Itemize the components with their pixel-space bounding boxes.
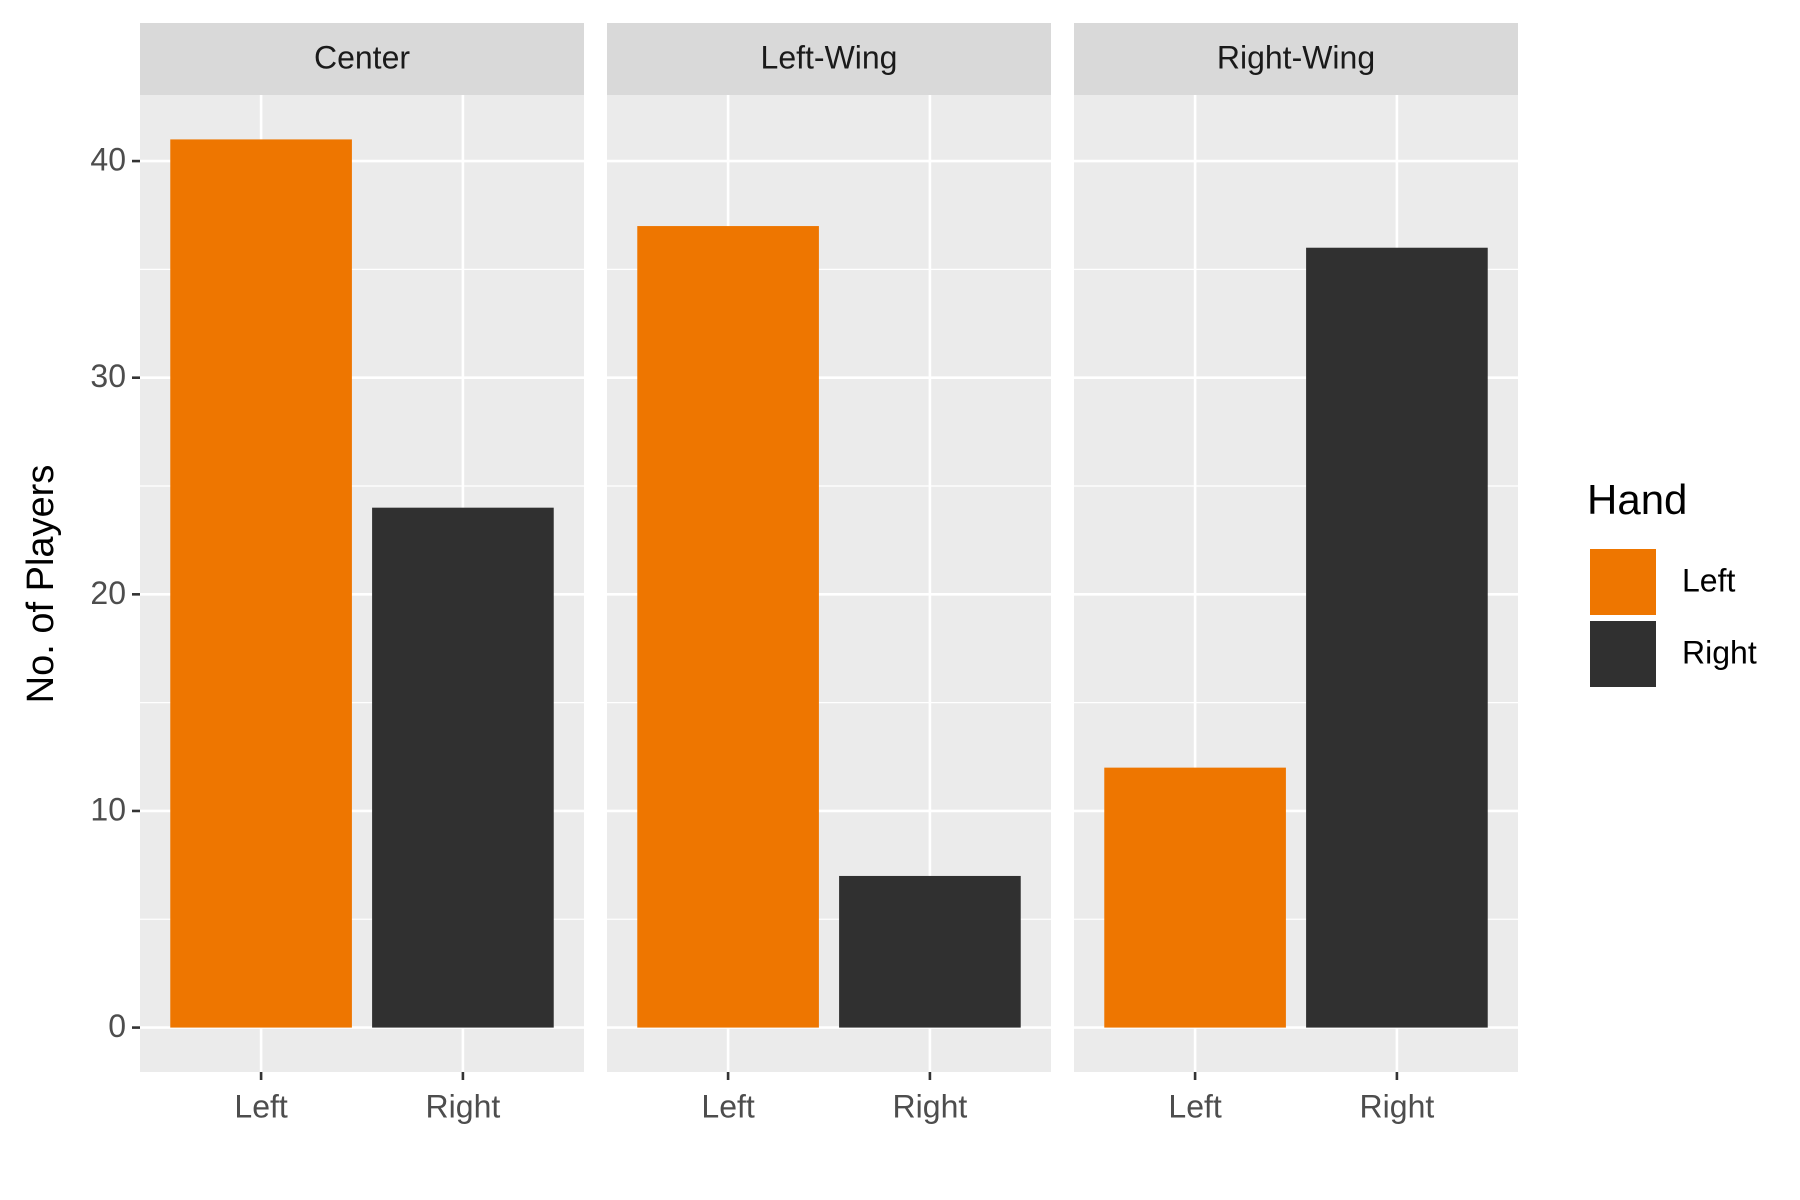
facet-title: Center xyxy=(314,39,410,75)
bar xyxy=(1104,767,1286,1028)
facet-title: Left-Wing xyxy=(761,39,898,75)
x-tick-label: Right xyxy=(426,1088,501,1124)
x-tick-label: Right xyxy=(1360,1088,1435,1124)
bar xyxy=(372,507,554,1028)
bar xyxy=(170,139,352,1028)
y-tick-label: 10 xyxy=(90,791,126,827)
y-axis-title: No. of Players xyxy=(20,465,62,704)
strip xyxy=(607,23,1051,95)
x-tick-label: Left xyxy=(234,1088,287,1124)
legend-title: Hand xyxy=(1587,476,1687,523)
x-tick-label: Right xyxy=(893,1088,968,1124)
x-tick-label: Left xyxy=(701,1088,754,1124)
strip xyxy=(1074,23,1518,95)
facet-title: Right-Wing xyxy=(1217,39,1375,75)
bar xyxy=(839,875,1021,1028)
bar xyxy=(1306,247,1488,1028)
y-tick-label: 30 xyxy=(90,358,126,394)
y-tick-label: 20 xyxy=(90,575,126,611)
strip xyxy=(140,23,584,95)
legend-label: Right xyxy=(1682,634,1757,670)
legend-key xyxy=(1590,549,1656,615)
y-tick-label: 0 xyxy=(108,1008,126,1044)
legend-key xyxy=(1590,621,1656,687)
bar xyxy=(637,226,819,1028)
legend-label: Left xyxy=(1682,562,1735,598)
y-tick-label: 40 xyxy=(90,142,126,178)
x-tick-label: Left xyxy=(1168,1088,1221,1124)
